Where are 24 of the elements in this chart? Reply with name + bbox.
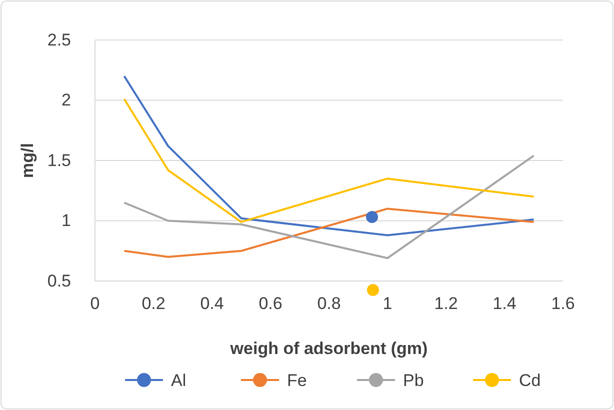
legend-label: Pb [403, 371, 424, 390]
y-tick-label: 2 [62, 90, 71, 110]
y-tick-label: 1 [62, 211, 71, 230]
x-tick-label: 1.2 [434, 294, 458, 314]
legend-label: Cd [519, 371, 541, 390]
x-tick-label: 1.6 [551, 294, 575, 314]
x-axis-title: weigh of adsorbent (gm) [229, 339, 428, 358]
x-tick-label: 0 [90, 294, 100, 314]
y-axis-title: mg/l [18, 143, 37, 178]
y-tick-label: 1.5 [47, 150, 71, 170]
line-series [123, 75, 535, 236]
legend-label: Fe [287, 371, 307, 390]
x-tick-label: 0.6 [258, 294, 282, 314]
y-tick-label: 2.5 [47, 30, 71, 50]
x-tick-label: 1 [382, 294, 392, 314]
x-tick-label: 0.4 [200, 294, 224, 314]
x-tick-label: 1.4 [492, 294, 516, 314]
x-tick-label: 0.8 [317, 294, 341, 314]
y-tick-label: 0.5 [47, 271, 71, 290]
x-tick-label: 0.2 [142, 294, 166, 314]
legend-label: Al [171, 371, 186, 390]
line-series [123, 154, 535, 260]
line-series [123, 98, 535, 223]
line-series [123, 208, 535, 258]
